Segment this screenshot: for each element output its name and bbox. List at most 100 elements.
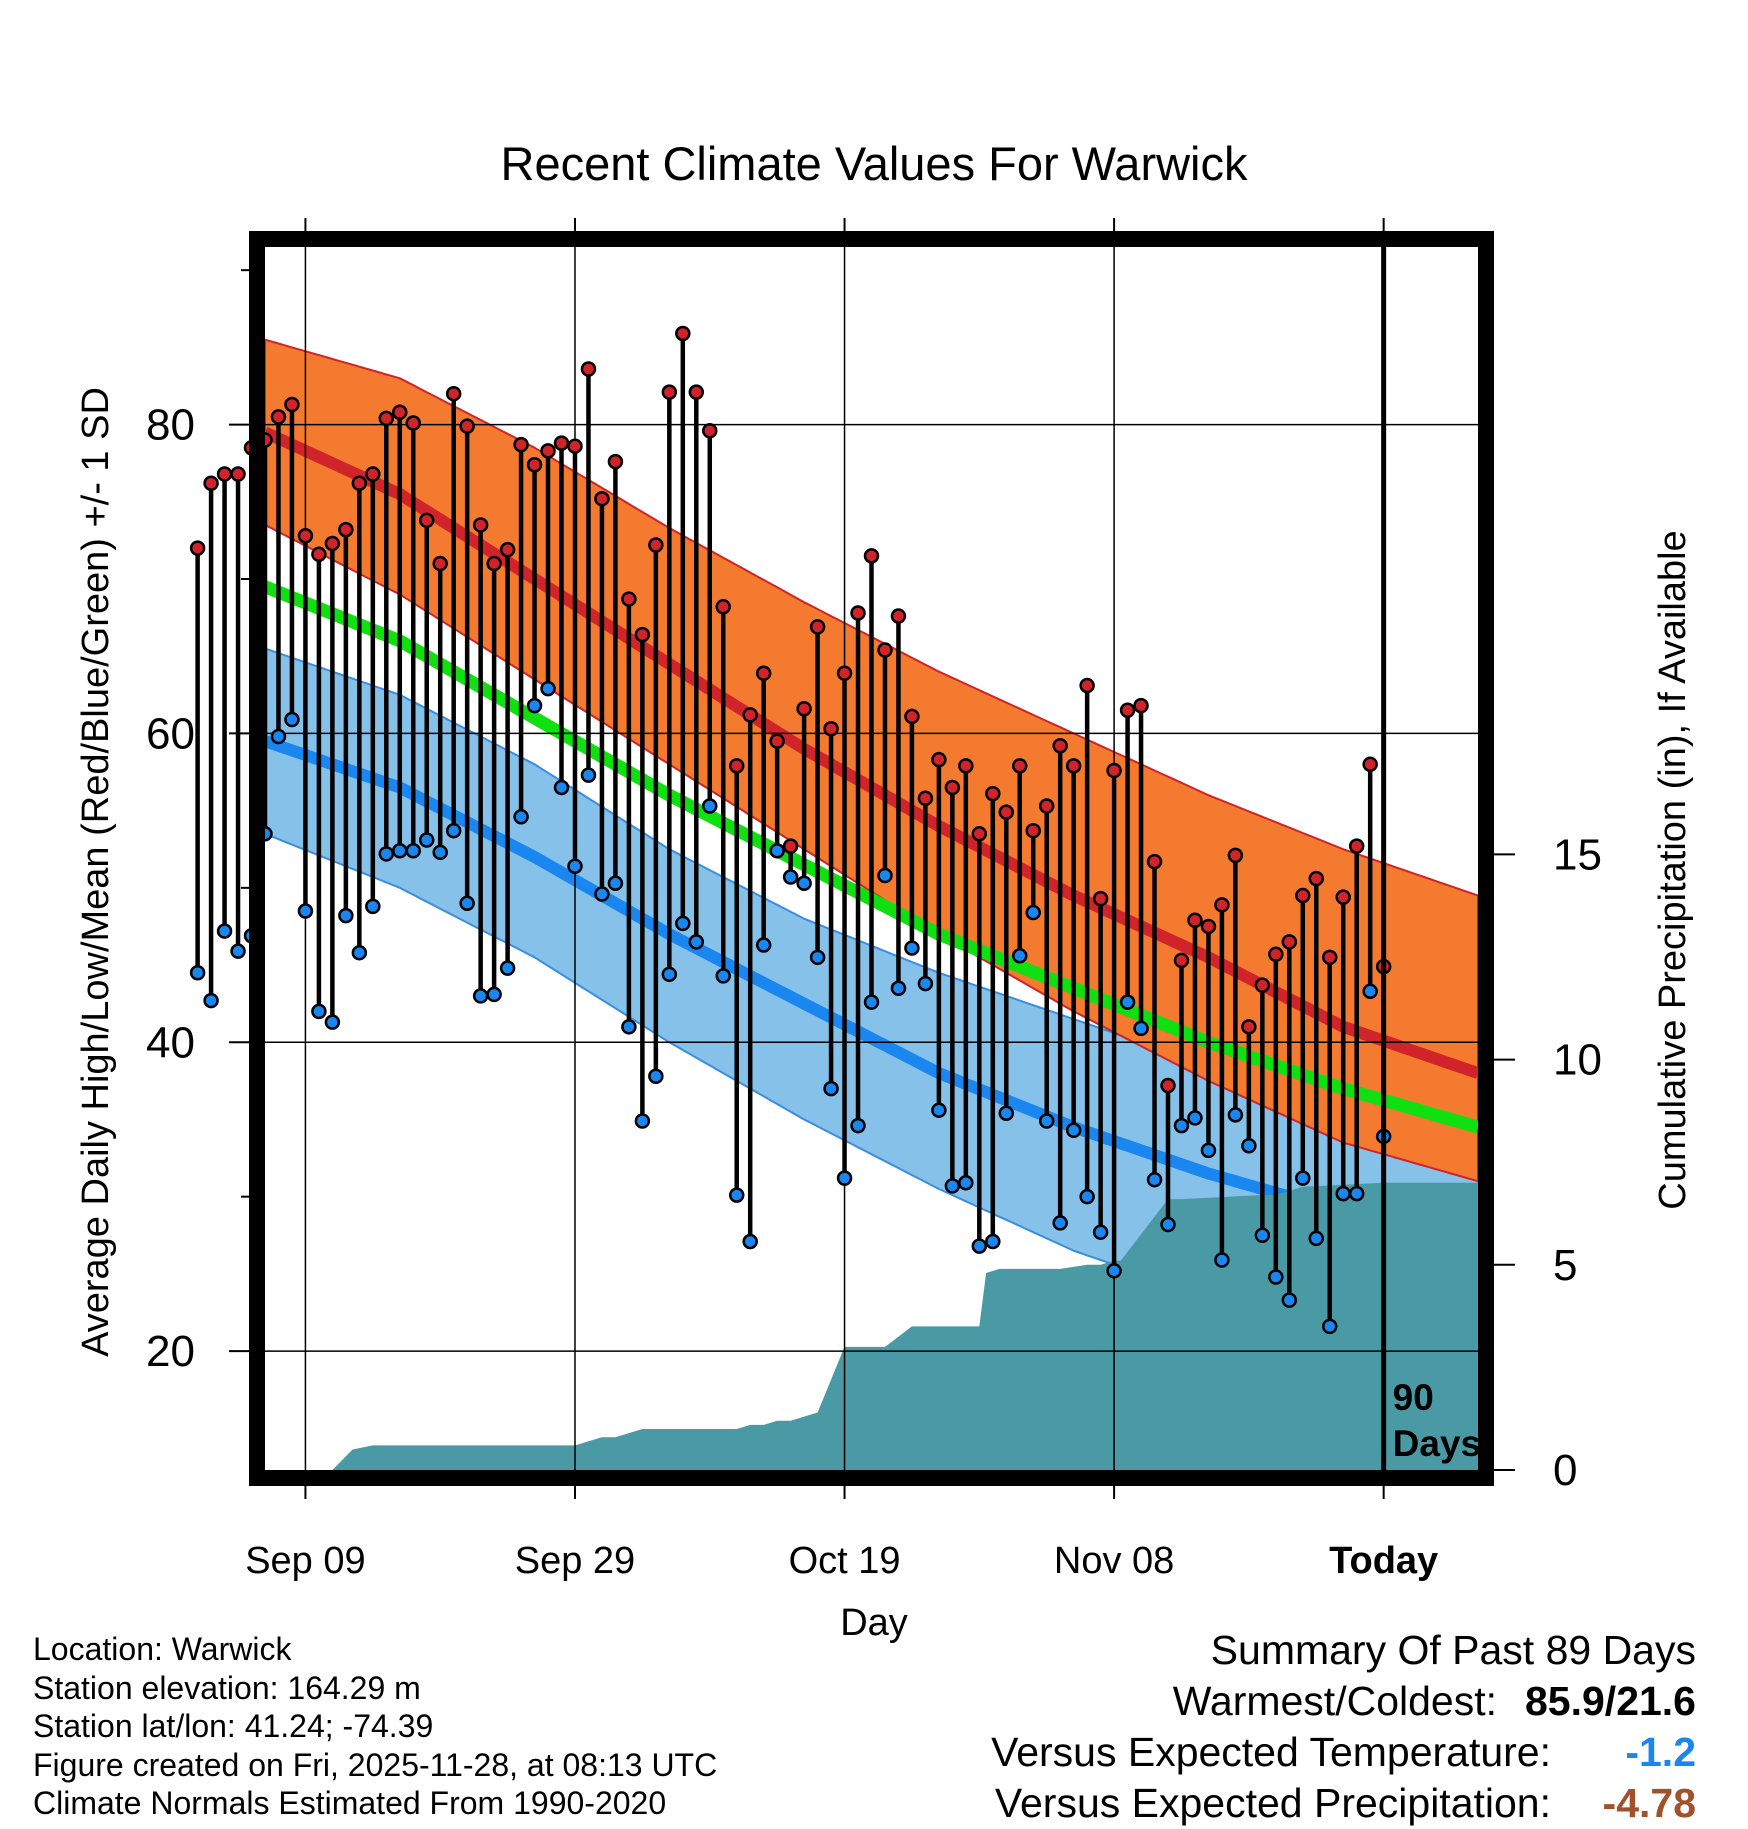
observed-high-point [1079, 677, 1095, 694]
observed-low-point [553, 779, 570, 796]
observed-high-point [904, 708, 920, 725]
y-tick-label: 40 [146, 1018, 195, 1067]
observed-high-point [742, 707, 758, 723]
observed-low-point [634, 1113, 651, 1129]
x-axis-label: Day [840, 1602, 908, 1644]
observed-low-point [1348, 1185, 1365, 1202]
observed-high-point [1321, 949, 1338, 966]
observed-high-point [459, 418, 475, 434]
warm-cold-value: 85.9/21.6 [1525, 1678, 1696, 1724]
observed-low-point [1133, 1020, 1149, 1037]
observed-low-point [338, 907, 354, 924]
observed-high-point [728, 758, 745, 774]
observed-high-point [405, 415, 422, 431]
observed-high-point [378, 410, 395, 427]
observed-high-point [526, 456, 543, 473]
observed-high-point [998, 804, 1015, 820]
observed-low-point [486, 986, 502, 1003]
observed-low-point [580, 767, 597, 783]
observed-high-point [270, 409, 287, 425]
observed-high-point [324, 535, 341, 552]
location-text: Location: Warwick [33, 1631, 292, 1667]
observed-high-point [540, 443, 556, 459]
observed-low-point [1214, 1252, 1230, 1268]
observed-low-point [311, 1003, 327, 1020]
observed-low-point [203, 992, 219, 1009]
observed-low-point [648, 1068, 664, 1084]
observed-low-point [1187, 1110, 1203, 1126]
observed-high-point [607, 453, 624, 470]
observed-high-point [1308, 870, 1325, 887]
observed-low-point [567, 858, 583, 874]
observed-low-point [863, 994, 880, 1010]
observed-low-point [1227, 1107, 1244, 1123]
observed-low-point [1106, 1263, 1122, 1279]
observed-low-point [782, 869, 799, 885]
y2-tick-label: 10 [1553, 1036, 1602, 1085]
observed-high-point [1038, 798, 1055, 814]
observed-high-point [985, 785, 1001, 802]
y-axis-label: Average Daily High/Low/Mean (Red/Blue/Gr… [75, 387, 117, 1357]
observed-high-point [1295, 887, 1311, 904]
observed-low-point [1241, 1137, 1257, 1154]
observed-high-point [580, 361, 597, 377]
observed-high-point [189, 540, 206, 556]
latlon-text: Station lat/lon: 41.24; -74.39 [33, 1708, 434, 1744]
observed-high-point [311, 546, 327, 563]
observed-high-point [338, 521, 354, 538]
warm-cold-label: Warmest/Coldest: [1172, 1678, 1497, 1724]
observed-low-point [324, 1014, 341, 1030]
observed-low-point [850, 1117, 866, 1134]
warm-cold-row: Warmest/Coldest: 85.9/21.6 [991, 1676, 1696, 1727]
observed-low-point [459, 895, 475, 912]
observed-high-point [755, 665, 772, 681]
observed-high-point [472, 517, 489, 533]
observed-high-point [702, 423, 718, 439]
observed-high-point [621, 591, 637, 607]
observed-high-point [365, 466, 381, 482]
observed-high-point [1281, 934, 1298, 950]
observed-low-point [1335, 1185, 1351, 1202]
temp-value: -1.2 [1625, 1729, 1696, 1775]
observed-low-point [1308, 1230, 1325, 1247]
observed-low-point [405, 843, 422, 859]
observed-low-point [917, 975, 934, 992]
observed-low-point [675, 915, 691, 932]
observed-high-point [1227, 847, 1244, 864]
observed-low-point [836, 1170, 853, 1186]
observed-low-point [1146, 1171, 1163, 1188]
observed-high-point [594, 490, 610, 507]
observed-high-point [297, 528, 314, 544]
precip-area [265, 1182, 1478, 1470]
observed-low-point [688, 934, 705, 950]
observed-high-point [890, 608, 907, 624]
observed-high-point [1025, 822, 1041, 839]
observed-low-point [823, 1080, 839, 1097]
observed-high-point [688, 384, 705, 400]
observed-low-point [904, 940, 920, 956]
observed-low-point [702, 798, 718, 814]
summary-title: Summary Of Past 89 Days [1210, 1627, 1696, 1673]
observed-low-point [1012, 948, 1028, 964]
y2-tick-label: 15 [1553, 830, 1602, 879]
observed-high-point [877, 642, 893, 658]
precip-value: -4.78 [1602, 1780, 1696, 1826]
observed-low-point [351, 944, 368, 961]
observed-low-point [1025, 904, 1041, 921]
chart-title: Recent Climate Values For Warwick [501, 137, 1248, 190]
observed-low-point [1160, 1216, 1176, 1233]
observed-high-point [634, 626, 651, 643]
observed-high-point [1348, 838, 1365, 854]
observed-high-point [445, 385, 462, 402]
observed-low-point [513, 809, 529, 825]
observed-low-point [1119, 994, 1136, 1010]
y2-axis-label: Cumulative Precipitation (in), If Availa… [1652, 530, 1694, 1209]
observed-high-point [1254, 977, 1271, 993]
normals-text: Climate Normals Estimated From 1990-2020 [33, 1785, 667, 1821]
observed-low-point [958, 1175, 974, 1191]
today-days-label: Days [1393, 1423, 1481, 1464]
observed-low-point [230, 943, 246, 959]
temp-row: Versus Expected Temperature: -1.2 [991, 1727, 1696, 1778]
observed-high-point [1119, 702, 1136, 719]
